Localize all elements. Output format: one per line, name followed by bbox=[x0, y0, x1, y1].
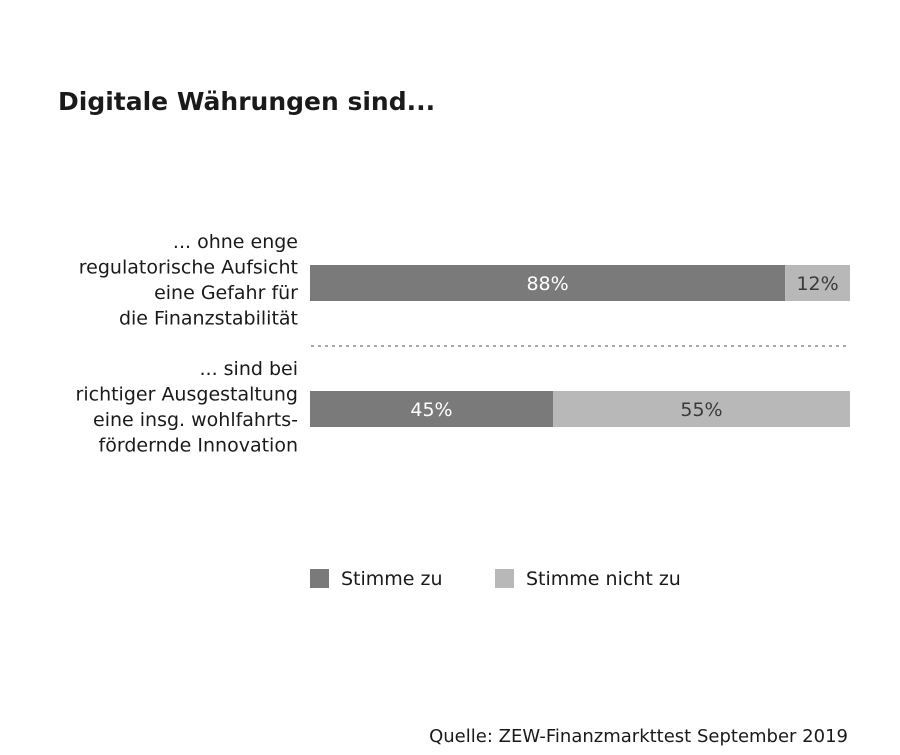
bar-value-label: 12% bbox=[796, 273, 838, 295]
category-label-line: die Finanzstabilität bbox=[119, 308, 298, 330]
legend: Stimme zu Stimme nicht zu bbox=[310, 568, 681, 590]
category-label-line: richtiger Ausgestaltung bbox=[76, 384, 298, 406]
category-label-line: ... sind bei bbox=[199, 358, 298, 380]
bars: 88% 12% 45% 55% bbox=[310, 265, 850, 427]
bar-value-label: 55% bbox=[680, 399, 722, 421]
category-label-line: eine Gefahr für bbox=[154, 282, 298, 304]
legend-label: Stimme nicht zu bbox=[526, 568, 681, 590]
category-labels: ... ohne enge regulatorische Aufsicht eine… bbox=[76, 231, 299, 457]
chart-title: Digitale Währungen sind... bbox=[58, 87, 435, 116]
legend-swatch bbox=[310, 569, 329, 588]
category-label-line: regulatorische Aufsicht bbox=[79, 257, 298, 279]
legend-label: Stimme zu bbox=[341, 568, 443, 590]
bar-value-label: 88% bbox=[526, 273, 568, 295]
category-label-line: eine insg. wohlfahrts- bbox=[93, 409, 298, 431]
category-label-line: fördernde Innovation bbox=[99, 435, 298, 457]
bar-value-label: 45% bbox=[410, 399, 452, 421]
category-label-line: ... ohne enge bbox=[173, 231, 298, 253]
bar-segment-agree bbox=[310, 391, 553, 427]
source-note: Quelle: ZEW-Finanzmarkttest September 20… bbox=[429, 726, 848, 747]
bar-segment-disagree bbox=[785, 265, 850, 301]
bar-segment-agree bbox=[310, 265, 786, 301]
legend-swatch bbox=[495, 569, 514, 588]
bar-segment-disagree bbox=[553, 391, 850, 427]
